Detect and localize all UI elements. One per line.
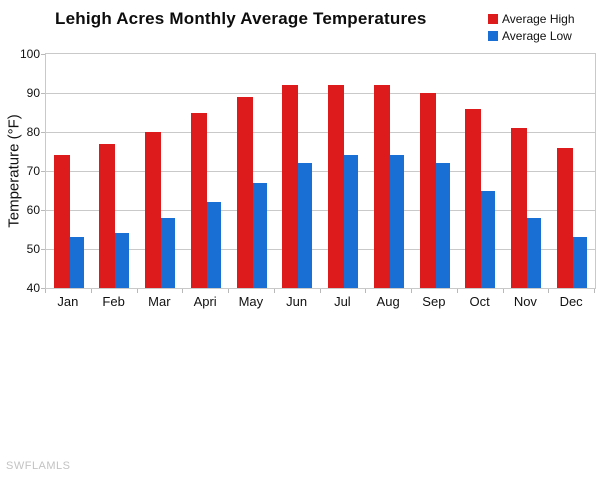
bar-average-high: [465, 108, 482, 288]
y-tick-label: 60: [26, 203, 40, 217]
watermark: SWFLAMLS: [6, 460, 71, 472]
x-axis-label: Jun: [286, 294, 308, 309]
x-tick-mark: [90, 289, 92, 293]
y-tick-mark: [41, 249, 45, 250]
bar-average-high: [419, 93, 436, 288]
x-axis-label: Aug: [376, 294, 400, 309]
chart-title: Lehigh Acres Monthly Average Temperature…: [55, 9, 427, 28]
x-tick-mark: [45, 289, 46, 293]
x-tick-mark: [273, 289, 275, 293]
gridline: [46, 131, 595, 133]
bar-average-low: [298, 163, 313, 288]
bar-average-low: [69, 237, 84, 288]
gridline: [46, 92, 595, 94]
legend-swatch-high-icon: [488, 14, 498, 24]
y-tick-mark: [41, 132, 45, 133]
y-tick-mark: [41, 93, 45, 94]
x-axis-label: May: [238, 294, 264, 309]
y-tick-mark: [41, 288, 45, 289]
y-tick-mark: [41, 210, 45, 211]
bar-average-high: [236, 96, 253, 288]
y-tick-label: 40: [26, 281, 40, 295]
x-axis-label: Oct: [469, 294, 490, 309]
y-tick-label: 100: [19, 47, 40, 61]
x-axis-label: Mar: [148, 294, 171, 309]
legend-item-average-low: Average Low: [488, 29, 575, 43]
x-axis-label: Feb: [102, 294, 125, 309]
bar-average-low: [161, 217, 175, 288]
bar-average-high: [53, 155, 70, 288]
y-tick-label: 50: [26, 242, 40, 256]
bar-average-high: [145, 132, 161, 288]
x-axis-label: Dec: [559, 294, 583, 309]
y-tick-mark: [41, 171, 45, 172]
bar-average-low: [435, 163, 450, 288]
bar-average-low: [572, 237, 587, 288]
x-axis-label: Nov: [513, 294, 537, 309]
gridline: [46, 209, 595, 211]
gridline: [46, 248, 595, 250]
y-tick-mark: [41, 54, 45, 55]
bar-average-high: [282, 85, 299, 288]
y-tick-label: 70: [26, 164, 40, 178]
bar-average-high: [556, 147, 573, 288]
bar-average-low: [481, 190, 496, 288]
bar-average-high: [373, 85, 390, 288]
legend-item-average-high: Average High: [488, 12, 575, 26]
legend-label-average-low: Average Low: [502, 29, 572, 43]
bar-average-low: [389, 155, 404, 288]
x-tick-mark: [319, 289, 321, 293]
x-tick-mark: [182, 289, 184, 293]
x-axis-label: Jul: [334, 294, 351, 309]
x-tick-mark: [136, 289, 138, 293]
x-tick-mark: [228, 289, 229, 293]
x-tick-mark: [411, 289, 412, 293]
x-axis-label: Sep: [422, 294, 446, 309]
y-tick-label: 90: [26, 86, 40, 100]
x-axis-label: Jan: [57, 294, 79, 309]
legend-swatch-low-icon: [488, 31, 498, 41]
bar-average-high: [190, 112, 207, 288]
bar-average-low: [115, 233, 130, 288]
plot-area: [45, 53, 596, 289]
x-tick-mark: [456, 289, 458, 293]
y-tick-label: 80: [26, 125, 40, 139]
bar-average-low: [527, 217, 541, 288]
bar-average-high: [328, 85, 344, 288]
x-tick-mark: [502, 289, 504, 293]
legend-label-average-high: Average High: [502, 12, 575, 26]
x-tick-mark: [365, 289, 367, 293]
x-tick-mark: [548, 289, 550, 293]
legend: Average High Average Low: [488, 12, 575, 43]
x-axis-label: Apri: [193, 294, 217, 309]
x-tick-mark: [594, 289, 595, 293]
bar-average-low: [344, 155, 358, 288]
bar-average-high: [99, 143, 116, 288]
gridline: [46, 170, 595, 172]
bar-average-high: [511, 128, 527, 288]
bar-average-low: [252, 182, 267, 288]
bar-average-low: [206, 202, 221, 288]
